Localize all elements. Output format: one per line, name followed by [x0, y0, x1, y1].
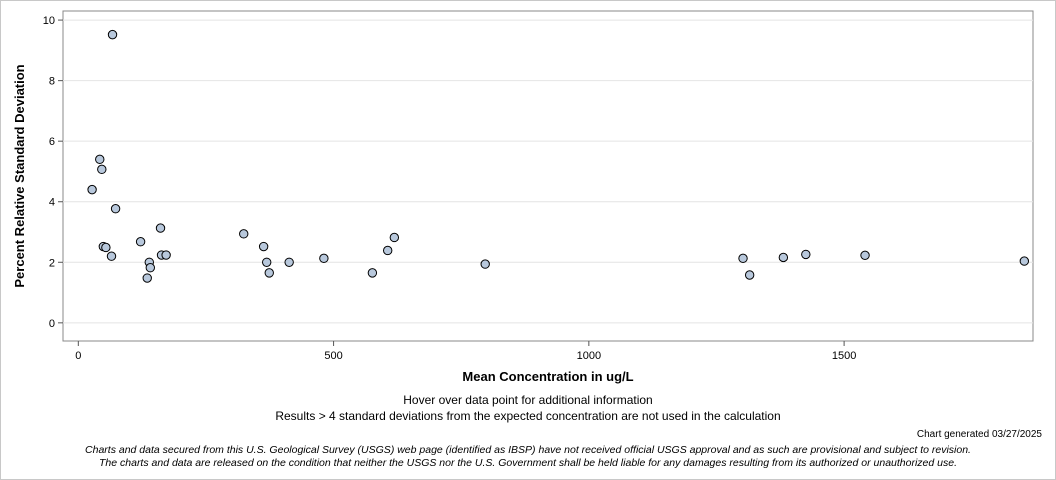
x-axis-label: Mean Concentration in ug/L	[462, 369, 633, 384]
x-tick-label: 1500	[832, 350, 856, 362]
data-point[interactable]	[801, 249, 811, 260]
x-tick-label: 1000	[577, 350, 601, 362]
x-tick-label: 0	[75, 350, 81, 362]
data-point[interactable]	[778, 252, 789, 263]
exclusion-note: Results > 4 standard deviations from the…	[275, 409, 781, 423]
x-axis: 0 500 1000 1500	[75, 341, 856, 362]
data-point[interactable]	[106, 251, 117, 261]
data-point[interactable]	[262, 257, 272, 267]
data-point[interactable]	[389, 232, 400, 243]
data-point[interactable]	[1019, 256, 1030, 266]
y-axis-label: Percent Relative Standard Deviation	[12, 64, 27, 287]
data-point[interactable]	[155, 223, 166, 233]
data-point[interactable]	[101, 242, 111, 253]
y-axis: 0 2 4 6 8 10	[43, 15, 63, 330]
data-point[interactable]	[382, 245, 393, 256]
data-point[interactable]	[264, 268, 274, 278]
hover-note: Hover over data point for additional inf…	[403, 393, 653, 407]
data-point[interactable]	[284, 257, 294, 267]
data-point[interactable]	[480, 259, 490, 269]
data-point[interactable]	[145, 263, 156, 273]
y-tick-label: 0	[49, 318, 55, 330]
data-point[interactable]	[319, 253, 329, 264]
data-points	[87, 29, 1030, 283]
y-tick-label: 10	[43, 15, 55, 27]
y-tick-label: 4	[49, 197, 55, 209]
plot-area	[62, 10, 1034, 342]
data-point[interactable]	[87, 184, 97, 195]
data-point[interactable]	[110, 203, 121, 214]
y-tick-label: 8	[49, 76, 55, 88]
data-point[interactable]	[97, 164, 107, 175]
data-point[interactable]	[738, 253, 748, 264]
data-point[interactable]	[860, 250, 870, 261]
data-point[interactable]	[744, 270, 755, 280]
data-point[interactable]	[239, 229, 249, 239]
data-point[interactable]	[107, 29, 118, 40]
data-point[interactable]	[367, 268, 378, 278]
generated-date: Chart generated 03/27/2025	[916, 429, 1042, 440]
data-point[interactable]	[161, 250, 171, 260]
y-tick-label: 6	[49, 136, 55, 148]
disclaimer-line-1: Charts and data secured from this U.S. G…	[85, 444, 971, 456]
data-point[interactable]	[258, 241, 269, 252]
scatter-chart: 0 2 4 6 8 10 0 500 1000 1500 Percent Relative St…	[12, 10, 1034, 384]
y-tick-label: 2	[49, 257, 55, 269]
data-point[interactable]	[135, 236, 146, 247]
x-tick-label: 500	[324, 350, 342, 362]
disclaimer-line-2: The charts and data are released on the …	[99, 457, 957, 469]
data-point[interactable]	[142, 273, 152, 283]
gridlines	[63, 19, 1033, 324]
data-point[interactable]	[95, 154, 105, 165]
